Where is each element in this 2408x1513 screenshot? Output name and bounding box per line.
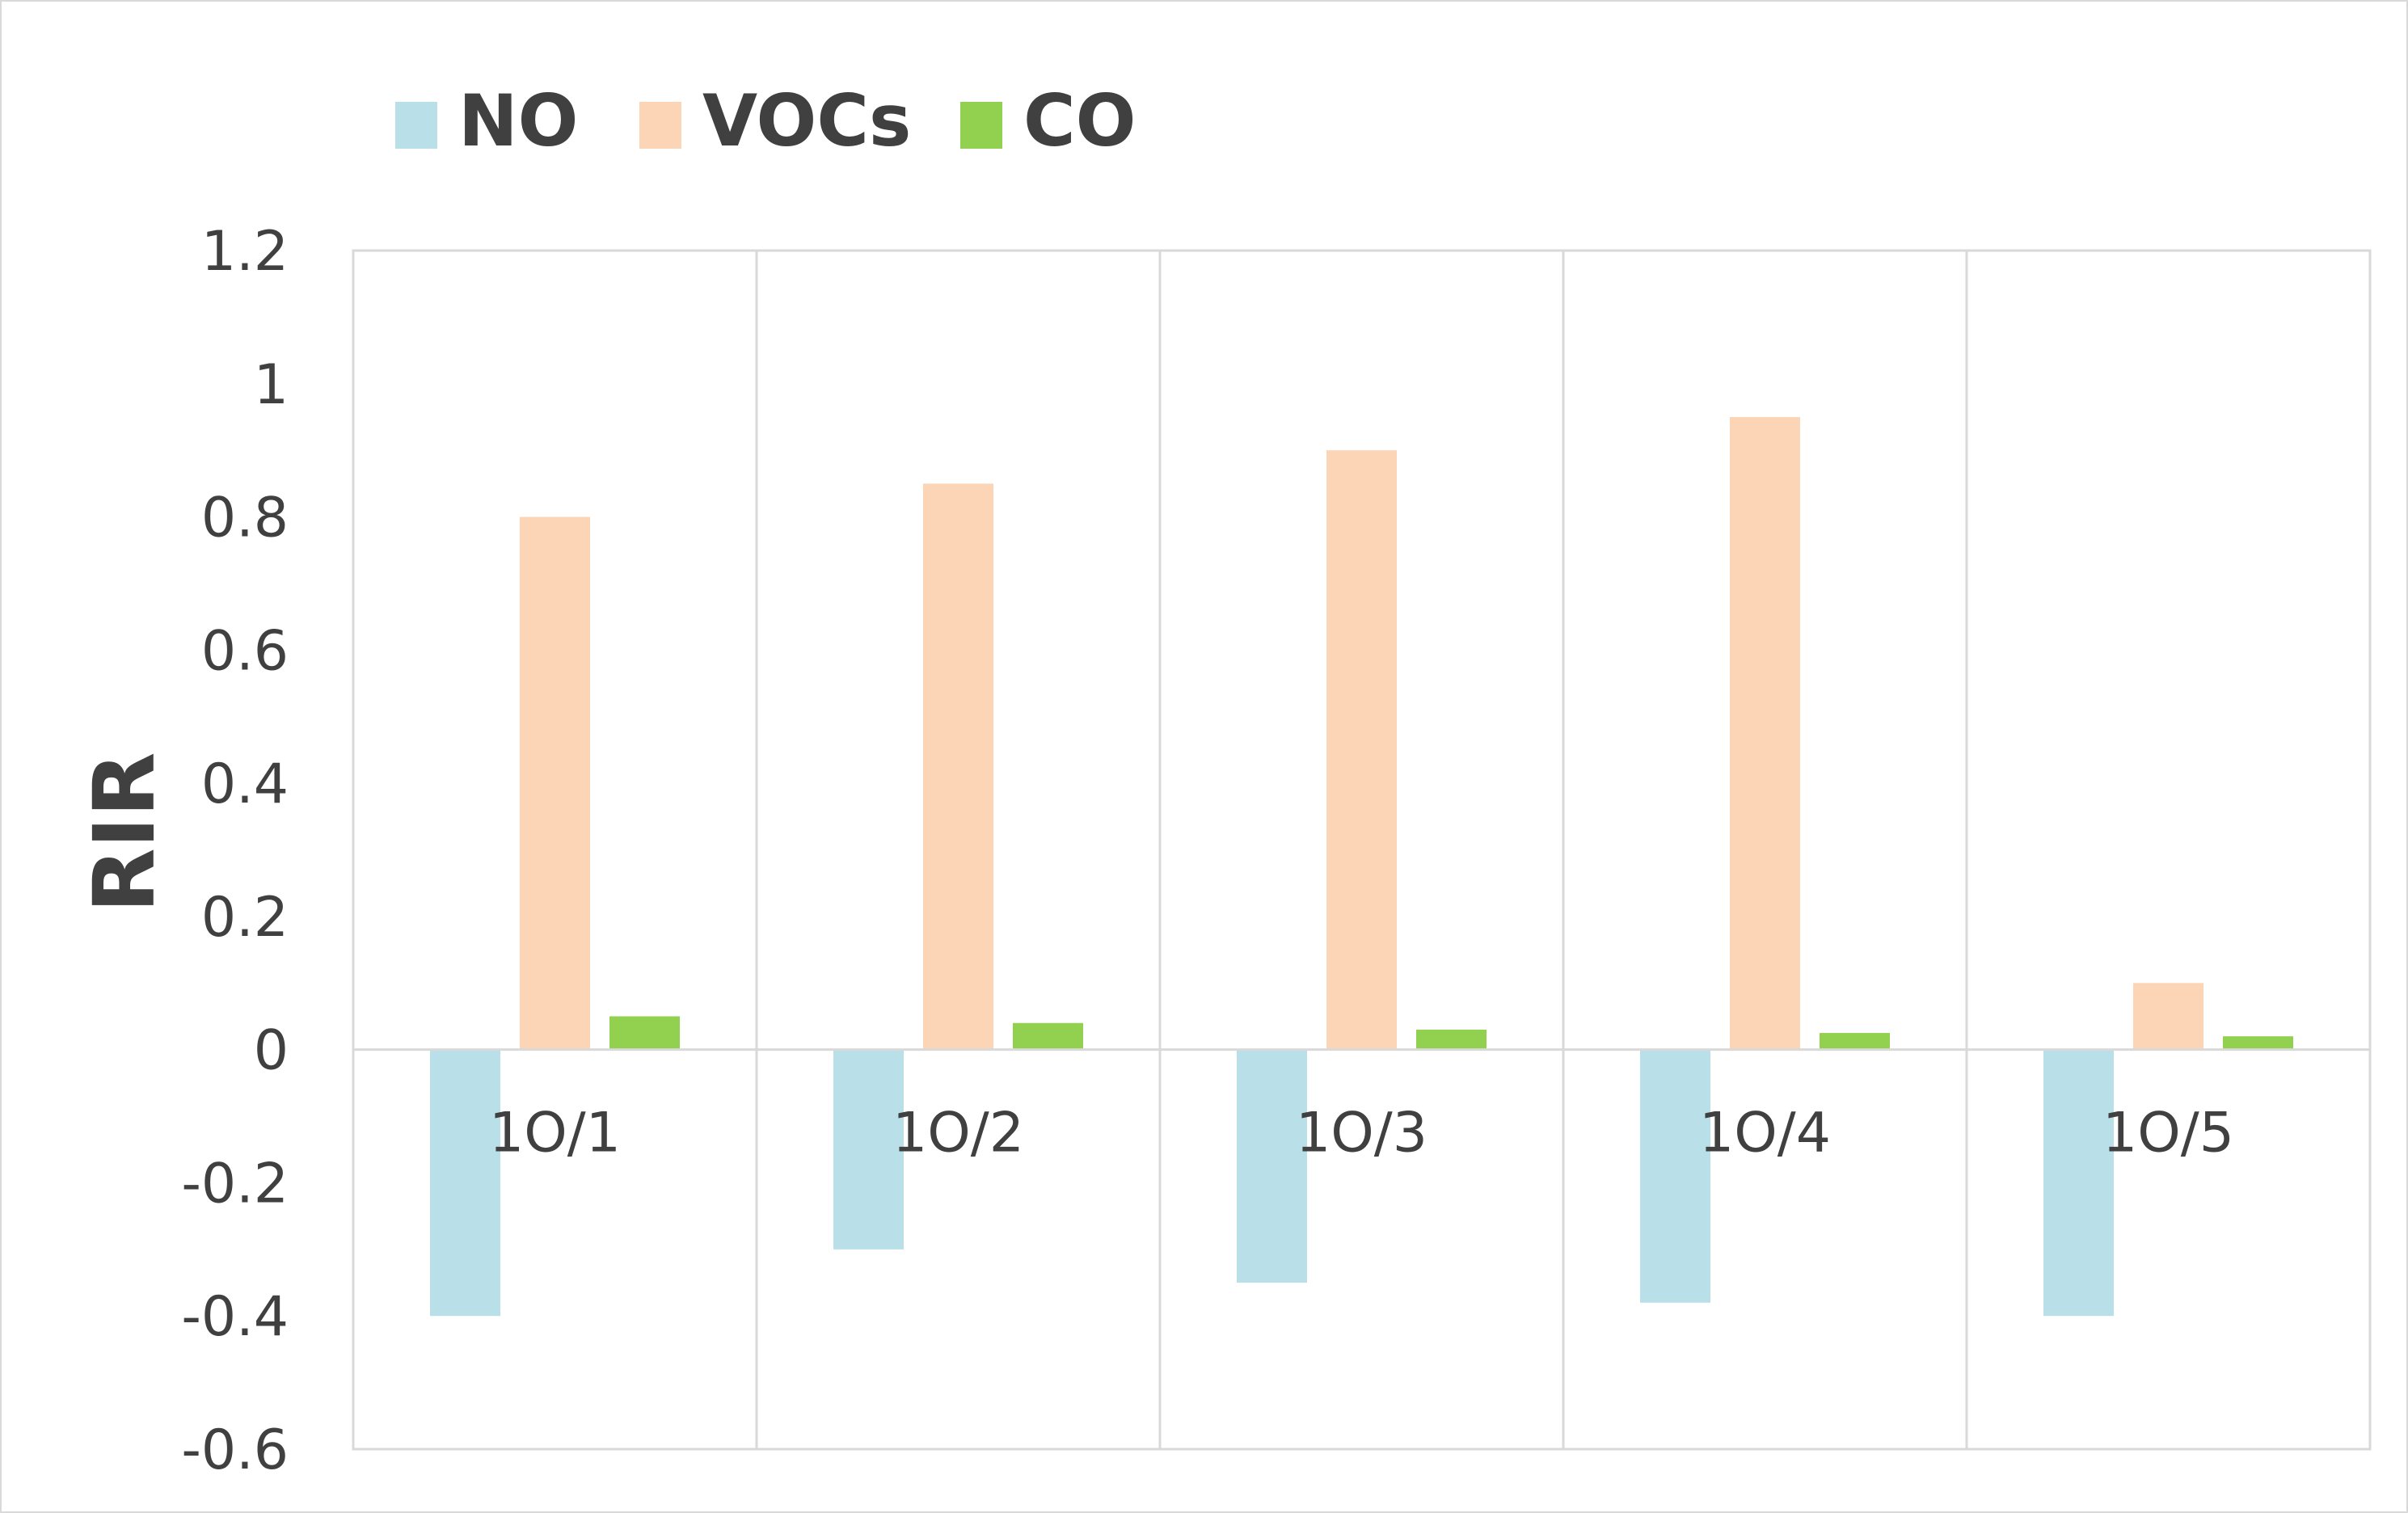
plot-border — [352, 249, 2372, 1451]
y-tick-label: -0.4 — [181, 1285, 289, 1349]
bar-no-3 — [1237, 1049, 1307, 1283]
y-tick-label: 1.2 — [201, 220, 289, 284]
legend-swatch-co — [960, 102, 1002, 149]
x-axis-ticks: 1O/1 1O/2 1O/3 1O/4 1O/5 — [489, 1102, 2234, 1165]
bar-no-5 — [2043, 1049, 2114, 1317]
y-tick-label: 0.6 — [201, 619, 289, 683]
y-axis-ticks: 1.2 1 0.8 0.6 0.4 0.2 0 -0.2 -0.4 -0.6 — [181, 220, 289, 1482]
y-tick-label: 0.8 — [201, 487, 289, 550]
y-axis-title: RIR — [75, 752, 174, 913]
bar-no-2 — [833, 1049, 904, 1250]
y-tick-label: 1 — [254, 353, 289, 417]
bar-co-2 — [1013, 1022, 1083, 1050]
y-tick-label: -0.6 — [181, 1418, 289, 1482]
legend-label-no: NO — [458, 79, 578, 162]
plot-area — [352, 249, 2372, 1451]
x-tick-label: 1O/1 — [489, 1102, 621, 1165]
y-tick-label: -0.2 — [181, 1152, 289, 1216]
bar-co-5 — [2223, 1036, 2293, 1050]
legend-label-vocs: VOCs — [702, 79, 911, 162]
bar-vocs-4 — [1730, 416, 1800, 1050]
y-tick-label: 0.2 — [201, 886, 289, 950]
bar-vocs-2 — [923, 483, 993, 1050]
bar-no-1 — [430, 1049, 500, 1317]
x-tick-label: 1O/4 — [1699, 1102, 1831, 1165]
legend-swatch-vocs — [639, 102, 681, 149]
legend: NO VOCs CO — [395, 79, 1136, 162]
bar-vocs-5 — [2133, 983, 2203, 1050]
x-tick-label: 1O/3 — [1296, 1102, 1428, 1165]
legend-swatch-no — [395, 102, 437, 149]
x-tick-label: 1O/2 — [892, 1102, 1024, 1165]
bar-co-1 — [609, 1016, 680, 1050]
legend-label-co: CO — [1023, 79, 1136, 162]
bar-vocs-1 — [520, 516, 590, 1050]
bar-no-4 — [1640, 1049, 1710, 1303]
bar-vocs-3 — [1326, 450, 1397, 1050]
bar-co-4 — [1820, 1033, 1890, 1050]
x-tick-label: 1O/5 — [2102, 1102, 2234, 1165]
y-tick-label: 0.4 — [201, 752, 289, 816]
bar-co-3 — [1416, 1029, 1487, 1050]
y-tick-label: 0 — [254, 1019, 289, 1083]
bars-group — [430, 416, 2293, 1317]
